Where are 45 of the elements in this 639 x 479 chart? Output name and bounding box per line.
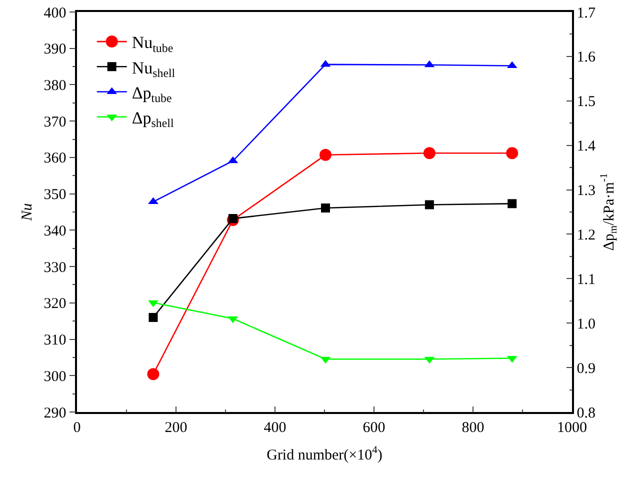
x-tick-label: 400 xyxy=(264,420,286,436)
y-tick-label: 380 xyxy=(44,78,66,94)
point xyxy=(147,368,160,380)
legend-label: Δp$_{tube}$ xyxy=(132,83,172,105)
x-tick-label: 600 xyxy=(362,420,386,436)
x-tick-label: 800 xyxy=(462,420,484,436)
y-tick-label: 310 xyxy=(44,332,66,349)
y-tick-label: 290 xyxy=(44,405,66,422)
y2-tick-label: 1.7 xyxy=(576,5,596,22)
point xyxy=(228,214,238,224)
x-tick-label: 0 xyxy=(73,420,81,436)
y-tick-label: 340 xyxy=(44,223,66,240)
y-tick-label: 300 xyxy=(44,368,66,385)
point xyxy=(508,199,517,208)
y-tick-label: 400 xyxy=(44,5,66,22)
point xyxy=(506,147,518,160)
point xyxy=(148,197,158,204)
point xyxy=(148,300,158,308)
x-axis-title: Grid number(×10$^{4}$) xyxy=(266,444,382,464)
y2-tick-label: 1.6 xyxy=(576,50,596,66)
legend-label: Nu$_{tube}$ xyxy=(132,33,174,55)
y-axis-title: Nu xyxy=(20,203,36,222)
point xyxy=(423,147,436,160)
legend-label: Nu$_{shell}$ xyxy=(132,58,176,80)
y2-tick-label: 1.4 xyxy=(576,138,596,155)
x-tick-label: 1000 xyxy=(557,420,587,436)
y2-tick-label: 1.0 xyxy=(576,316,596,332)
y2-tick-label: 1.3 xyxy=(576,183,596,200)
y-tick-label: 330 xyxy=(44,260,66,276)
legend-label: Δp$_{shell}$ xyxy=(132,108,174,130)
y-tick-label: 350 xyxy=(44,187,66,204)
y-tick-label: 360 xyxy=(44,150,66,167)
point xyxy=(424,200,434,210)
y2-tick-label: 1.1 xyxy=(576,272,596,288)
x-tick-label: 200 xyxy=(164,420,188,436)
y2-tick-label: 0.8 xyxy=(576,405,596,422)
y2-tick-label: 1.2 xyxy=(576,227,596,244)
y-tick-label: 320 xyxy=(44,296,66,312)
y-tick-label: 390 xyxy=(44,42,66,58)
point xyxy=(320,204,330,212)
y2-tick-label: 0.9 xyxy=(576,360,596,377)
y2-tick-label: 1.5 xyxy=(576,94,596,110)
point xyxy=(319,148,332,161)
y-tick-label: 370 xyxy=(44,114,66,130)
point xyxy=(148,312,158,322)
